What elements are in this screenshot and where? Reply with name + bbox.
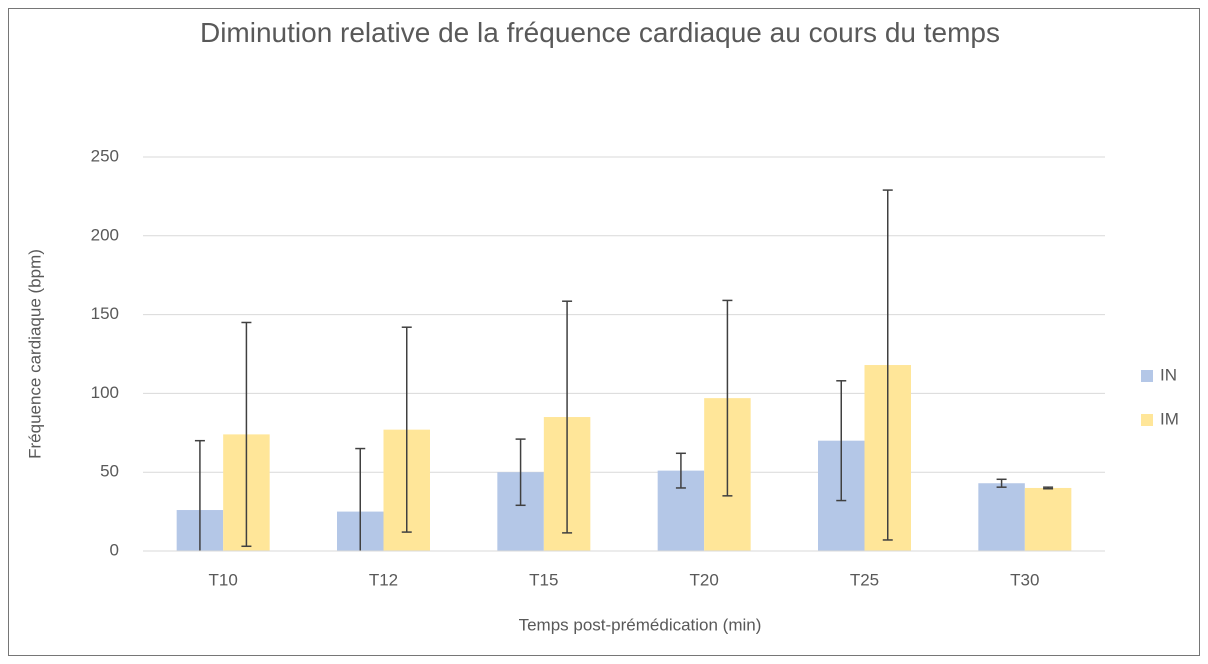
y-tick-label: 150 <box>91 304 119 323</box>
legend-label: IM <box>1160 409 1179 428</box>
error-bar <box>675 452 686 489</box>
bar <box>978 483 1025 551</box>
y-tick-label: 250 <box>91 146 119 165</box>
legend-swatch <box>1141 370 1153 382</box>
error-bar <box>836 380 847 502</box>
chart-border <box>8 8 1200 656</box>
error-bar <box>1043 486 1054 490</box>
y-axis-label: Fréquence cardiaque (bpm) <box>25 249 44 459</box>
x-tick-label: T30 <box>1010 570 1039 589</box>
x-tick-label: T15 <box>529 570 558 589</box>
error-bar <box>194 439 205 551</box>
error-bar <box>241 321 252 548</box>
error-bar <box>996 478 1007 488</box>
legend-label: IN <box>1160 365 1177 384</box>
x-tick-label: T20 <box>690 570 719 589</box>
x-tick-label: T10 <box>209 570 238 589</box>
y-tick-label: 0 <box>110 540 119 559</box>
error-bar <box>401 326 412 533</box>
error-bar <box>722 299 733 497</box>
error-bar <box>562 300 573 534</box>
bar <box>1024 487 1072 551</box>
error-bar <box>355 447 366 551</box>
x-tick-label: T12 <box>369 570 398 589</box>
y-tick-label: 100 <box>91 383 119 402</box>
x-axis-label: Temps post-prémédication (min) <box>519 615 762 634</box>
y-tick-label: 50 <box>100 462 119 481</box>
legend-swatch <box>1141 414 1153 426</box>
x-tick-label: T25 <box>850 570 879 589</box>
error-bar <box>515 438 526 507</box>
y-tick-label: 200 <box>91 225 119 244</box>
chart-title: Diminution relative de la fréquence card… <box>199 17 1000 48</box>
error-bar <box>882 189 893 541</box>
